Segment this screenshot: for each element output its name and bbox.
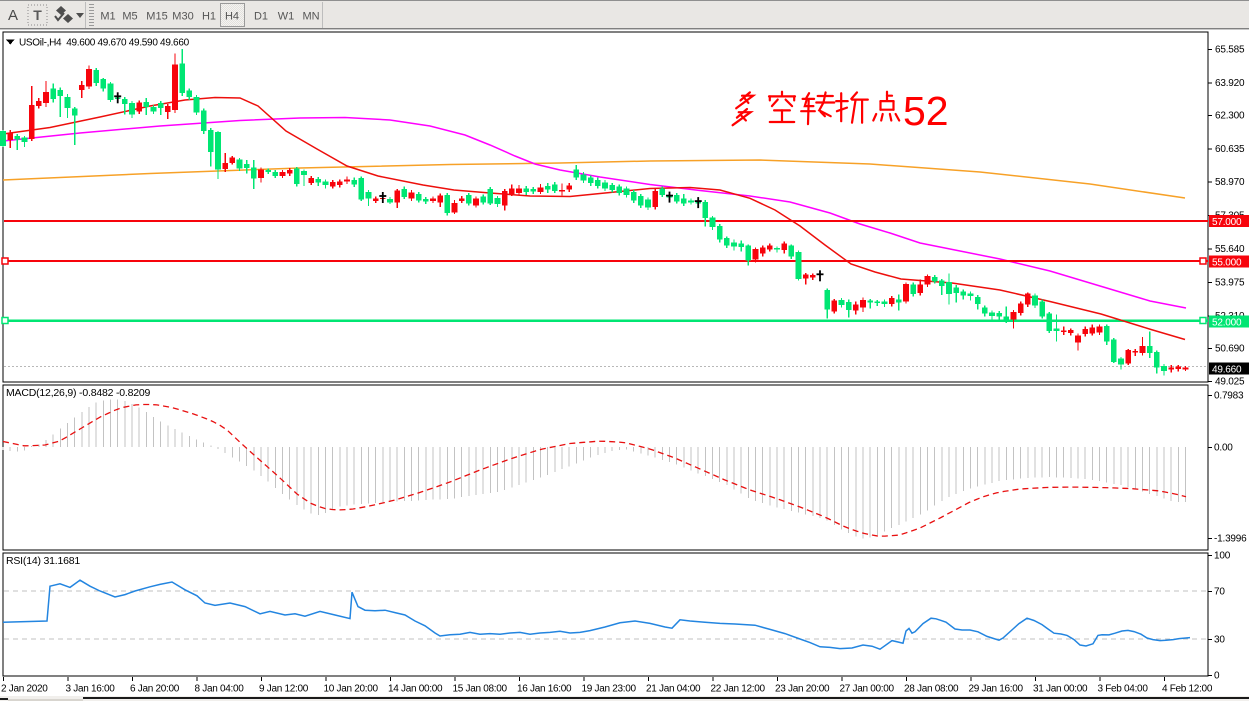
svg-text:63.920: 63.920 [1215,78,1245,89]
svg-text:M1: M1 [100,11,115,23]
svg-text:16 Jan 16:00: 16 Jan 16:00 [517,684,572,695]
svg-text:0.7983: 0.7983 [1214,391,1244,402]
svg-text:3 Feb 04:00: 3 Feb 04:00 [1098,684,1149,695]
svg-text:8 Jan 04:00: 8 Jan 04:00 [195,684,245,695]
svg-text:M15: M15 [146,11,167,23]
svg-text:52.000: 52.000 [1212,318,1242,329]
svg-text:27 Jan 00:00: 27 Jan 00:00 [840,684,895,695]
svg-text:52: 52 [903,88,949,134]
svg-text:0: 0 [1214,671,1220,682]
svg-text:14 Jan 00:00: 14 Jan 00:00 [388,684,443,695]
svg-text:USOil-,H4 49.600 49.670 49.59: USOil-,H4 49.600 49.670 49.590 49.660 [19,38,190,49]
svg-text:58.970: 58.970 [1215,177,1245,188]
svg-text:29 Jan 16:00: 29 Jan 16:00 [969,684,1024,695]
svg-text:4 Feb 12:00: 4 Feb 12:00 [1162,684,1213,695]
svg-text:100: 100 [1214,551,1231,562]
svg-text:6 Jan 20:00: 6 Jan 20:00 [130,684,180,695]
svg-text:T: T [33,7,42,23]
svg-text:10 Jan 20:00: 10 Jan 20:00 [324,684,379,695]
svg-text:W1: W1 [278,11,295,23]
svg-text:MN: MN [302,11,319,23]
svg-text:2 Jan 2020: 2 Jan 2020 [1,684,48,695]
svg-text:3 Jan 16:00: 3 Jan 16:00 [66,684,116,695]
svg-text:9 Jan 12:00: 9 Jan 12:00 [259,684,309,695]
svg-text:M5: M5 [122,11,137,23]
svg-text:53.975: 53.975 [1215,277,1245,288]
svg-text:H4: H4 [225,11,239,23]
svg-text:31 Jan 00:00: 31 Jan 00:00 [1033,684,1088,695]
svg-text:65.585: 65.585 [1215,45,1245,56]
svg-text:RSI(14) 31.1681: RSI(14) 31.1681 [6,555,80,567]
svg-text:49.025: 49.025 [1215,377,1245,388]
svg-text:0.00: 0.00 [1214,443,1233,454]
svg-text:23 Jan 20:00: 23 Jan 20:00 [775,684,830,695]
svg-text:22 Jan 12:00: 22 Jan 12:00 [711,684,766,695]
svg-text:19 Jan 23:00: 19 Jan 23:00 [582,684,637,695]
svg-text:21 Jan 04:00: 21 Jan 04:00 [646,684,701,695]
svg-text:49.660: 49.660 [1212,365,1242,376]
svg-text:30: 30 [1214,635,1225,646]
svg-text:MACD(12,26,9) -0.8482 -0.8209: MACD(12,26,9) -0.8482 -0.8209 [6,387,151,399]
svg-text:-1.3996: -1.3996 [1214,534,1247,545]
svg-text:62.300: 62.300 [1215,110,1245,121]
svg-text:55.000: 55.000 [1212,257,1242,268]
svg-text:60.635: 60.635 [1215,144,1245,155]
svg-text:A: A [8,7,18,24]
svg-text:55.640: 55.640 [1215,244,1245,255]
svg-text:28 Jan 08:00: 28 Jan 08:00 [904,684,959,695]
svg-text:50.690: 50.690 [1215,343,1245,354]
svg-text:M30: M30 [172,11,193,23]
svg-text:H1: H1 [202,11,216,23]
svg-text:15 Jan 08:00: 15 Jan 08:00 [453,684,508,695]
svg-text:70: 70 [1214,587,1225,598]
svg-text:D1: D1 [254,11,268,23]
svg-text:57.000: 57.000 [1212,217,1242,228]
